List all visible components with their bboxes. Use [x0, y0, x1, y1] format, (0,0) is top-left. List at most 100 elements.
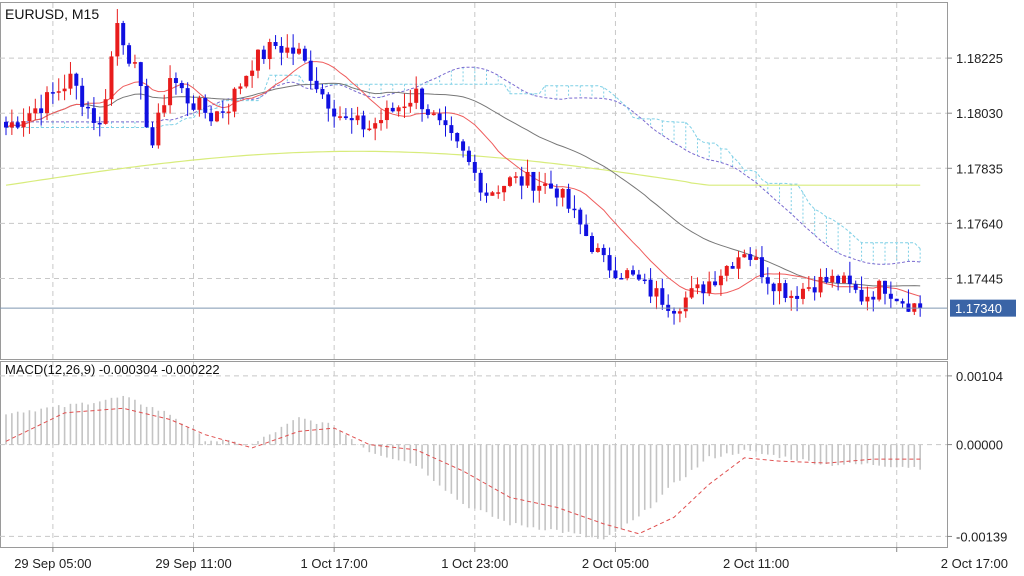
bull-candle-body	[912, 303, 917, 312]
bear-candle-body	[466, 150, 471, 162]
bear-candle-body	[91, 108, 96, 123]
bear-candle-body	[765, 277, 770, 284]
bull-candle-body	[103, 99, 108, 124]
bull-candle-body	[379, 120, 384, 124]
bear-candle-body	[648, 279, 653, 297]
bear-candle-body	[519, 176, 524, 186]
bear-candle-body	[619, 277, 624, 280]
bear-candle-body	[613, 270, 618, 278]
bull-candle-body	[543, 183, 548, 186]
bull-candle-body	[830, 275, 835, 283]
bear-candle-body	[795, 295, 800, 299]
bull-candle-body	[818, 276, 823, 293]
bear-candle-body	[771, 283, 776, 292]
bull-candle-body	[115, 23, 120, 57]
bear-candle-body	[203, 97, 208, 113]
bear-candle-body	[138, 62, 143, 87]
current-price-label: 1.17340	[955, 301, 1002, 316]
time-axis: 29 Sep 05:00 29 Sep 11:00 1 Oct 17:00 1 Oct…	[14, 547, 1008, 571]
bull-candle-body	[695, 284, 700, 289]
bull-candle-body	[109, 56, 114, 100]
bear-candle-body	[80, 85, 85, 107]
bear-candle-body	[420, 88, 425, 110]
bear-candle-body	[472, 161, 477, 173]
bear-candle-body	[759, 257, 764, 278]
bull-candle-body	[250, 70, 255, 76]
bear-candle-body	[449, 125, 454, 134]
bear-candle-body	[425, 109, 430, 115]
bear-candle-body	[50, 92, 55, 94]
bull-candle-body	[197, 97, 202, 110]
bear-candle-body	[871, 296, 876, 300]
cloud-span-b	[6, 74, 921, 249]
price-plot-frame	[0, 2, 948, 360]
bear-candle-body	[701, 284, 706, 294]
bear-candle-body	[302, 48, 307, 61]
bull-candle-body	[396, 107, 401, 112]
bear-candle-body	[191, 103, 196, 110]
bear-candle-body	[636, 274, 641, 280]
bull-candle-body	[62, 88, 67, 92]
macd-panel: 0.00104 0.00000 -0.00139 MACD(12,26,9) -0.…	[0, 361, 1007, 548]
bear-candle-body	[97, 122, 102, 125]
bear-candle-body	[86, 106, 91, 109]
bull-candle-body	[800, 288, 805, 299]
bear-candle-body	[15, 122, 20, 128]
bear-candle-body	[631, 270, 636, 275]
macd-tick-label: 0.00000	[956, 438, 1003, 453]
bull-candle-body	[285, 47, 290, 53]
bull-candle-body	[595, 247, 600, 252]
price-chart-title: EURUSD, M15	[5, 6, 99, 22]
price-panel: 1.18225 1.18030 1.17835 1.17640 1.17445 1.17…	[0, 2, 1016, 360]
bear-candle-body	[478, 172, 483, 193]
bull-candle-body	[777, 283, 782, 292]
macd-grid	[0, 362, 947, 547]
bear-candle-body	[783, 283, 788, 298]
bear-candle-body	[900, 301, 905, 304]
bull-candle-body	[355, 115, 360, 121]
bull-candle-body	[156, 112, 161, 146]
time-tick-label: 2 Oct 17:00	[941, 556, 1008, 571]
bull-candle-body	[168, 78, 173, 106]
bear-candle-body	[179, 82, 184, 89]
bull-candle-body	[689, 288, 694, 298]
bull-candle-body	[297, 48, 301, 54]
bull-candle-body	[9, 122, 14, 128]
bear-candle-body	[566, 188, 571, 209]
bull-candle-body	[736, 257, 741, 269]
bull-candle-body	[490, 192, 495, 196]
bull-candle-body	[683, 297, 688, 312]
bear-candle-body	[349, 118, 354, 121]
price-tick-label: 1.18225	[956, 51, 1003, 66]
bear-candle-body	[584, 224, 589, 237]
bull-candle-body	[214, 111, 219, 122]
price-tick-label: 1.17835	[956, 161, 1003, 176]
bear-candle-body	[859, 289, 864, 302]
bear-candle-body	[578, 209, 583, 225]
bull-candle-body	[754, 257, 759, 260]
bull-candle-body	[414, 88, 419, 103]
bull-candle-body	[841, 275, 846, 284]
bull-candle-body	[255, 49, 260, 71]
price-grid	[0, 3, 947, 359]
bull-candle-body	[162, 105, 167, 113]
bear-candle-body	[883, 280, 887, 294]
time-tick-label: 1 Oct 23:00	[441, 556, 508, 571]
bull-candle-body	[226, 111, 231, 114]
bear-candle-body	[847, 275, 852, 285]
bear-candle-body	[455, 133, 460, 142]
bull-candle-body	[373, 123, 378, 129]
current-price-box	[950, 299, 1016, 317]
bull-candle-body	[724, 265, 729, 276]
bear-candle-body	[607, 255, 612, 271]
bear-candle-body	[39, 108, 44, 114]
bear-candle-body	[590, 236, 594, 252]
bear-candle-body	[672, 310, 677, 314]
bear-candle-body	[572, 208, 577, 211]
bull-candle-body	[806, 287, 811, 289]
ma-mid-line	[5, 82, 921, 287]
bull-candle-body	[408, 102, 413, 107]
time-tick-label: 2 Oct 05:00	[582, 556, 649, 571]
bull-candle-body	[267, 42, 272, 60]
